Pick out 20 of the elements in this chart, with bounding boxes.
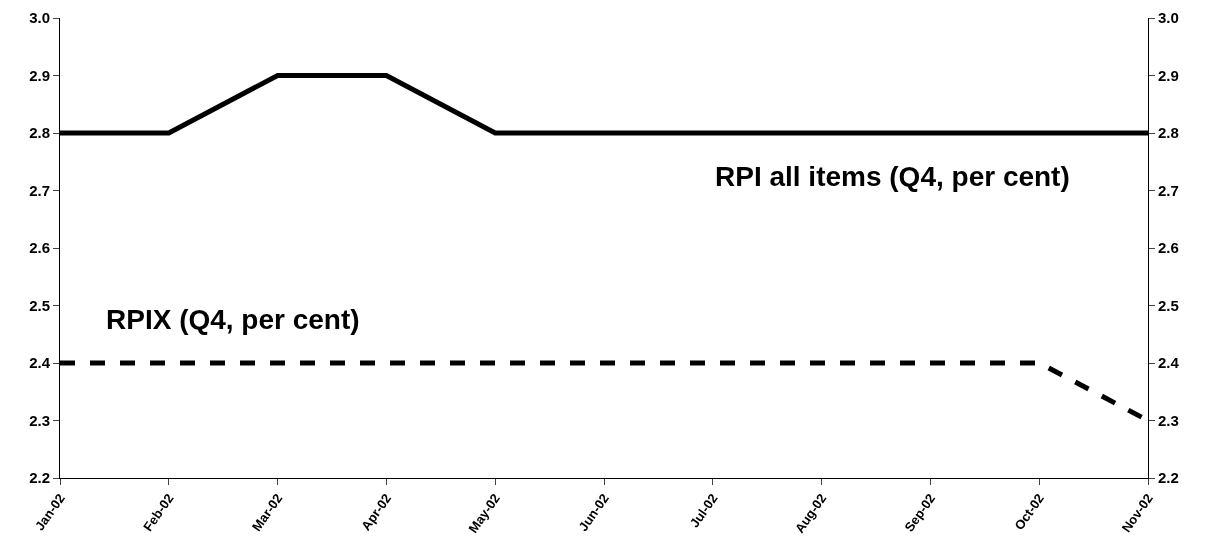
y-tick-label: 3.0 bbox=[29, 9, 50, 27]
y-tick-label: 2.9 bbox=[29, 66, 50, 84]
series-label: RPIX (Q4, per cent) bbox=[106, 304, 360, 335]
y-tick-label: 2.8 bbox=[29, 124, 50, 142]
y2-tick-label: 2.8 bbox=[1158, 124, 1179, 142]
y2-tick-label: 2.6 bbox=[1158, 239, 1179, 257]
y-tick-label: 2.6 bbox=[29, 239, 50, 257]
y-tick-label: 2.4 bbox=[29, 354, 51, 372]
y2-tick-label: 3.0 bbox=[1158, 9, 1179, 27]
y2-tick-label: 2.9 bbox=[1158, 66, 1179, 84]
y2-tick-label: 2.2 bbox=[1158, 469, 1179, 487]
y-tick-label: 2.5 bbox=[29, 296, 50, 314]
y2-tick-label: 2.7 bbox=[1158, 181, 1179, 199]
y2-tick-label: 2.5 bbox=[1158, 296, 1179, 314]
y2-tick-label: 2.3 bbox=[1158, 411, 1179, 429]
y-tick-label: 2.3 bbox=[29, 411, 50, 429]
series-label: RPI all items (Q4, per cent) bbox=[715, 161, 1070, 192]
y-tick-label: 2.7 bbox=[29, 181, 50, 199]
y-tick-label: 2.2 bbox=[29, 469, 50, 487]
y2-tick-label: 2.4 bbox=[1158, 354, 1180, 372]
